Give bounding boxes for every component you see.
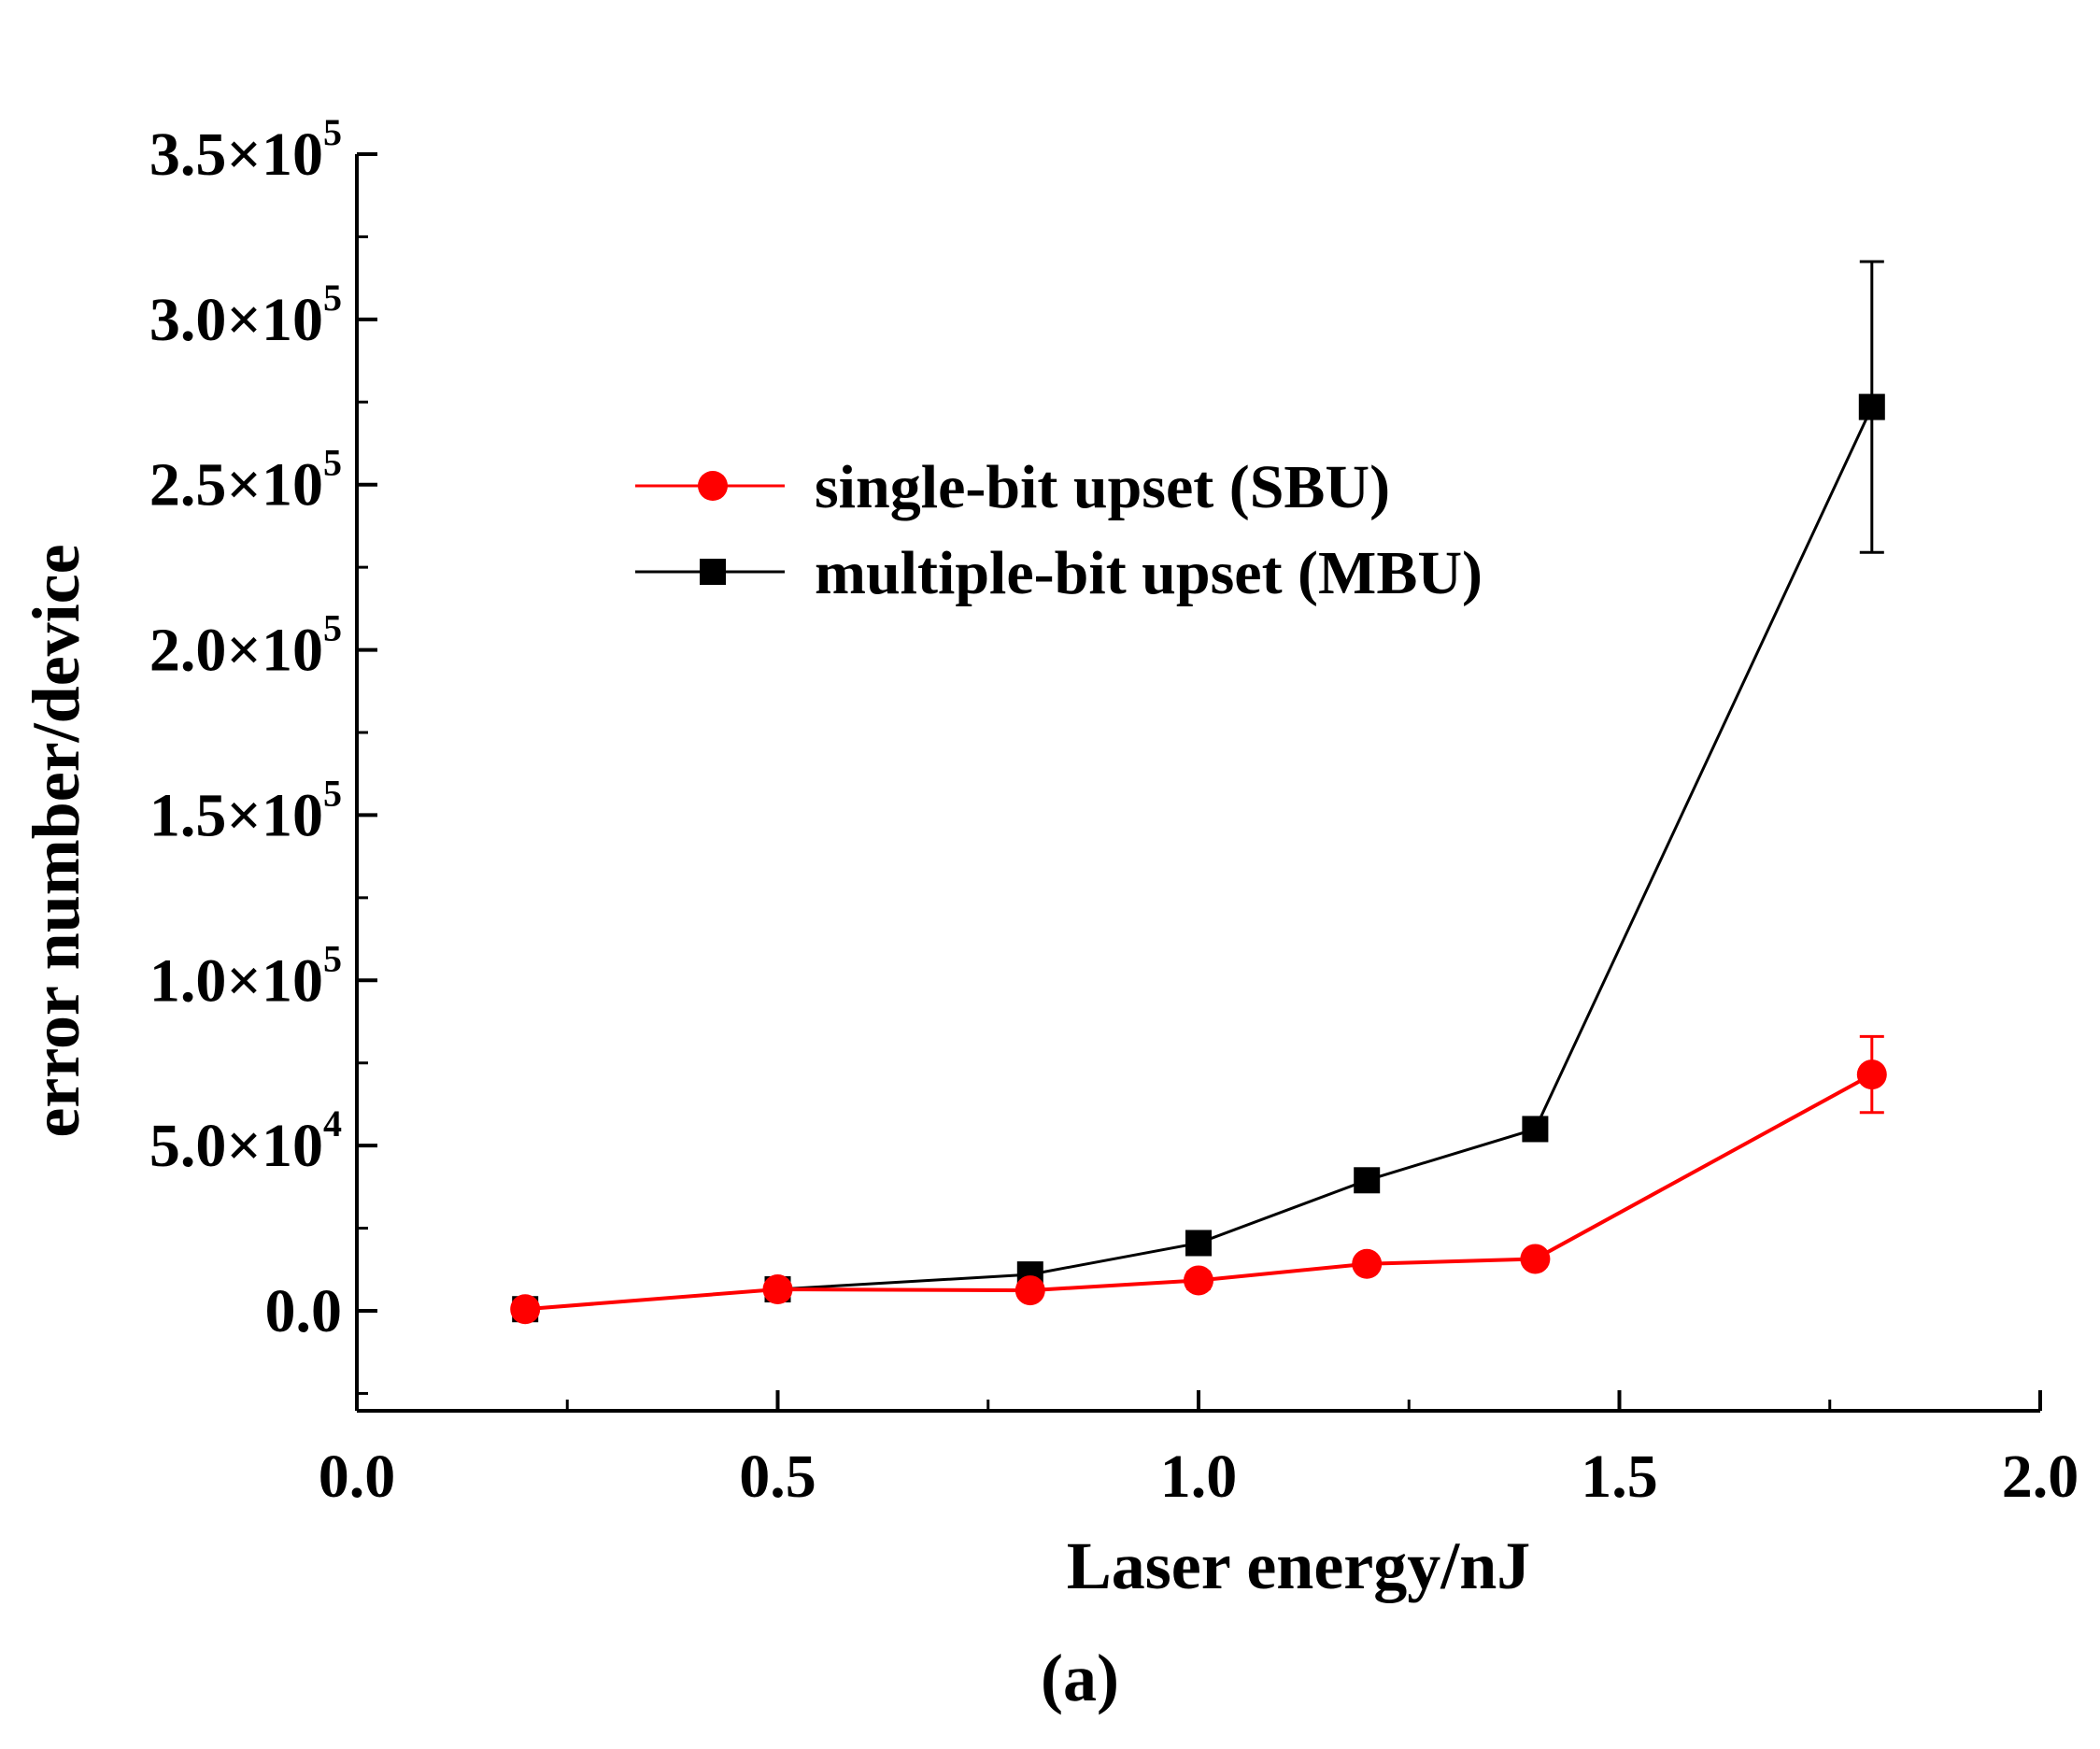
x-axis-ticks: 0.0 0.5 1.0 1.5 2.0	[319, 1390, 2079, 1511]
y-tick-label: 1.5×105	[149, 772, 342, 849]
series-sbu-point	[762, 1274, 793, 1305]
figure-caption: (a)	[1041, 1641, 1119, 1715]
x-tick-label: 0.5	[739, 1443, 816, 1511]
y-tick-label: 2.5×105	[149, 442, 342, 519]
series-sbu	[510, 1034, 1887, 1325]
axes	[355, 154, 2040, 1413]
y-tick-label: 1.0×105	[149, 937, 342, 1015]
x-tick-label: 1.5	[1581, 1443, 1658, 1511]
x-tick-label: 1.0	[1160, 1443, 1238, 1511]
series-mbu-point	[1185, 1230, 1212, 1257]
x-tick-label: 2.0	[2002, 1443, 2079, 1511]
y-tick-label: 2.0×105	[149, 607, 342, 685]
y-tick-label: 5.0×104	[149, 1102, 342, 1180]
y-tick-label: 3.0×105	[149, 277, 342, 354]
series-sbu-point	[1520, 1244, 1551, 1274]
legend-mbu-marker	[700, 559, 726, 585]
series-layer	[510, 260, 1887, 1325]
y-axis-title: error number/device	[19, 544, 93, 1137]
series-mbu-point	[1522, 1116, 1549, 1143]
series-sbu-point	[510, 1294, 541, 1325]
legend-sbu-marker	[698, 471, 728, 501]
series-sbu-point	[1856, 1059, 1887, 1090]
y-axis-ticks: 0.0 5.0×104 1.0×105 1.5×105 2.0×105 2.5×105 3.…	[149, 111, 377, 1395]
legend-sbu-label: single-bit upset (SBU)	[815, 453, 1390, 521]
y-tick-label: 0.0	[265, 1277, 343, 1345]
series-sbu-point	[1352, 1248, 1383, 1279]
legend: single-bit upset (SBU) multiple-bit upse…	[635, 453, 1483, 607]
x-tick-label: 0.0	[319, 1443, 396, 1511]
x-axis-title: Laser energy/nJ	[1067, 1529, 1531, 1603]
series-mbu-point	[1858, 393, 1885, 420]
legend-mbu-label: multiple-bit upset (MBU)	[815, 539, 1483, 607]
series-sbu-point	[1184, 1265, 1213, 1296]
series-mbu	[512, 260, 1885, 1323]
y-tick-label: 3.5×105	[149, 111, 342, 189]
series-sbu-point	[1015, 1275, 1045, 1306]
series-mbu-point	[1354, 1167, 1381, 1194]
